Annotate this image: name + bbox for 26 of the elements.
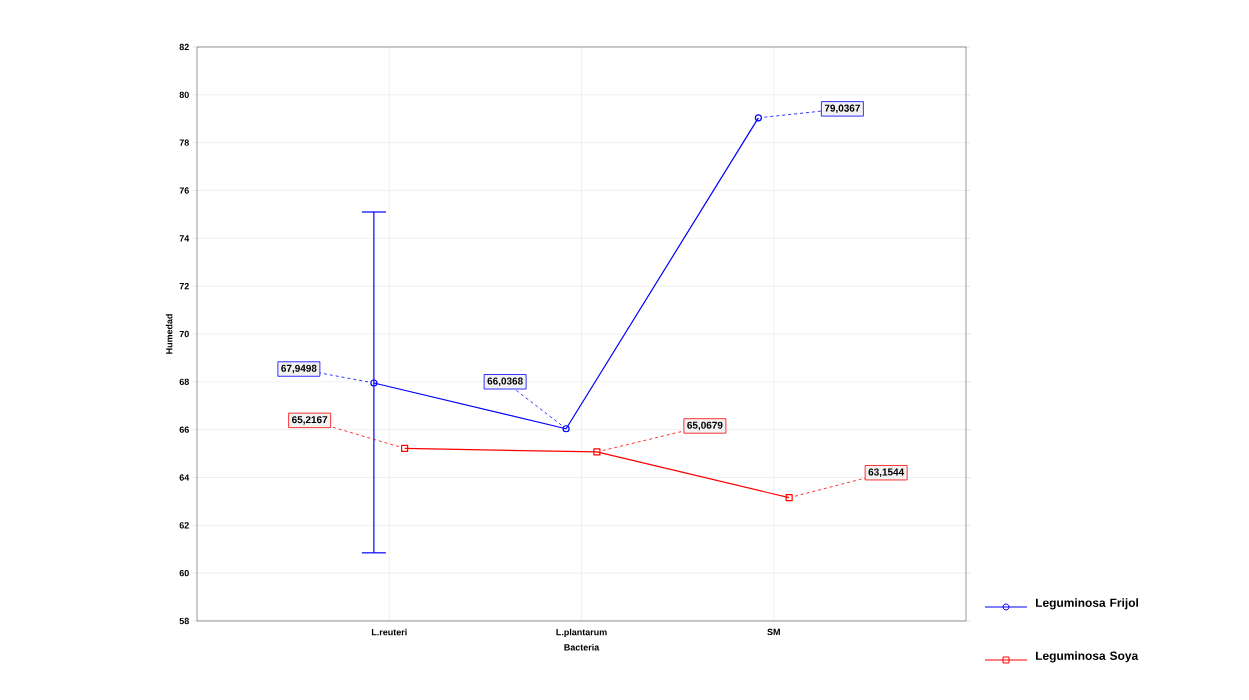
y-axis-title: Humedad <box>165 314 173 354</box>
y-tick-label: 74 <box>179 235 190 242</box>
x-tick-label: L.reuteri <box>371 628 407 636</box>
data-label: 65,0679 <box>687 421 723 431</box>
data-label: 63,1544 <box>868 468 905 477</box>
legend-label: Leguminosa Soya <box>1036 651 1139 663</box>
y-tick-label: 70 <box>179 330 189 338</box>
data-label: 67,9498 <box>281 364 317 374</box>
y-tick-label: 64 <box>179 474 190 481</box>
y-tick-label: 82 <box>179 43 189 51</box>
x-tick-label: L.plantarum <box>556 628 607 638</box>
y-tick-label: 72 <box>179 283 189 290</box>
y-tick-label: 62 <box>179 522 189 529</box>
y-tick-label: 68 <box>179 378 189 385</box>
y-tick-label: 76 <box>179 187 189 194</box>
x-tick-label: SM <box>767 628 780 636</box>
data-label: 65,2167 <box>291 416 328 425</box>
x-axis-title: Bacteria <box>564 643 600 651</box>
data-label: 79,0367 <box>824 104 860 114</box>
legend-label: Leguminosa Frijol <box>1036 598 1138 610</box>
y-tick-label: 58 <box>179 617 189 625</box>
data-label: 66,0368 <box>487 377 523 387</box>
y-tick-label: 66 <box>179 426 189 433</box>
y-tick-label: 80 <box>179 91 189 98</box>
y-tick-label: 78 <box>179 139 189 146</box>
y-tick-label: 60 <box>179 569 189 577</box>
